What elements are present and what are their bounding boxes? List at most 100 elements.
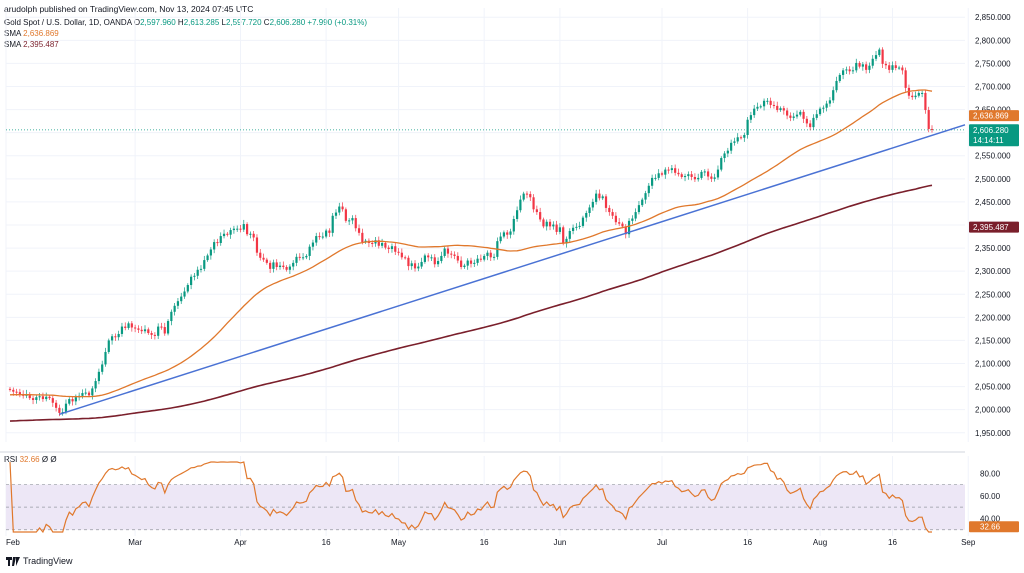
high-key: H <box>177 18 184 27</box>
time-tick-label: Mar <box>128 538 142 547</box>
candle-body <box>858 62 861 67</box>
candle-body <box>417 266 420 269</box>
candle-body <box>101 364 104 372</box>
candle-body <box>140 329 143 332</box>
price-tick-label: 2,700.000 <box>975 82 1011 91</box>
candle-body <box>120 326 124 334</box>
candle-body <box>410 263 413 267</box>
candle-body <box>94 381 97 389</box>
sma200-badge: 2,395.487 <box>973 223 1009 232</box>
candle-body <box>680 174 683 177</box>
candle-body <box>891 65 894 70</box>
candle-body <box>245 224 249 235</box>
price-tick-label: 2,850.000 <box>975 13 1011 22</box>
candle-body <box>130 323 133 328</box>
candle-body <box>15 391 18 393</box>
candle-body <box>838 74 841 81</box>
candle-body <box>8 388 12 390</box>
candle-body <box>618 222 621 224</box>
candle-body <box>427 255 430 258</box>
candle-body <box>677 172 680 175</box>
candle-body <box>545 221 548 227</box>
rsi-legend: RSI 32.66 Ø Ø <box>4 455 57 465</box>
candle-body <box>87 392 91 396</box>
candle-body <box>344 209 347 221</box>
candle-body <box>143 329 147 332</box>
candle-body <box>58 407 61 413</box>
candle-body <box>183 291 186 297</box>
candle-body <box>828 100 832 104</box>
candle-body <box>278 265 282 268</box>
candle-body <box>743 134 746 138</box>
price-tick-label: 1,950.000 <box>975 429 1011 438</box>
price-tick-label: 2,750.000 <box>975 59 1011 68</box>
candle-body <box>423 255 426 262</box>
candle-body <box>700 171 703 178</box>
candle-body <box>874 55 878 59</box>
candle-body <box>631 218 634 221</box>
candle-body <box>878 49 881 56</box>
candle-body <box>232 228 236 231</box>
price-tick-label: 2,050.000 <box>975 383 1011 392</box>
symbol-legend: Gold Spot / U.S. Dollar, 1D, OANDA O2,59… <box>4 18 367 28</box>
price-tick-label: 2,450.000 <box>975 198 1011 207</box>
candle-body <box>634 212 637 219</box>
candle-body <box>285 267 288 270</box>
candle-body <box>311 242 315 247</box>
time-tick-label: Aug <box>813 538 827 547</box>
price-tick-label: 2,000.000 <box>975 406 1011 415</box>
candle-body <box>911 95 914 98</box>
candle-body <box>657 173 660 178</box>
candle-body <box>384 243 387 248</box>
candle-body <box>894 65 897 69</box>
candle-body <box>733 141 736 143</box>
candle-body <box>667 169 670 171</box>
candle-body <box>31 398 35 400</box>
candle-body <box>173 305 176 312</box>
candle-body <box>318 236 321 238</box>
candle-body <box>288 266 291 270</box>
candle-body <box>127 323 130 328</box>
candle-body <box>301 257 305 259</box>
candle-body <box>525 193 529 195</box>
rsi-badge-bg <box>969 521 1019 533</box>
candle-body <box>486 252 489 256</box>
tradingview-logo-icon <box>6 556 20 566</box>
candle-body <box>555 224 558 232</box>
sma200-line <box>9 184 933 422</box>
candle-body <box>262 257 265 260</box>
candle-body <box>815 114 818 118</box>
candle-body <box>571 227 575 232</box>
time-tick-label: 16 <box>888 538 897 547</box>
candle-body <box>713 177 716 179</box>
tradingview-footer: TradingView <box>6 556 73 566</box>
high-value: 2,613.285 <box>183 18 220 27</box>
candle-body <box>759 106 762 108</box>
candle-body <box>499 236 502 242</box>
candle-body <box>390 246 394 250</box>
candle-body <box>436 261 440 265</box>
candle-body <box>848 69 851 72</box>
candle-body <box>74 397 77 402</box>
price-badge-bg <box>969 124 1019 147</box>
candle-body <box>884 63 887 66</box>
candle-body <box>660 173 664 175</box>
candle-body <box>380 243 384 246</box>
candle-body <box>578 225 581 227</box>
candle-body <box>855 62 858 71</box>
candle-body <box>888 65 891 70</box>
candle-body <box>147 329 150 334</box>
candle-body <box>45 396 48 400</box>
candle-body <box>825 103 828 108</box>
candle-body <box>483 255 486 260</box>
close-key: C <box>263 18 270 27</box>
candle-body <box>529 194 532 198</box>
candle-body <box>726 150 729 154</box>
candle-body <box>134 327 137 329</box>
candle-body <box>160 326 163 328</box>
time-tick-label: May <box>391 538 406 547</box>
candle-body <box>562 227 565 244</box>
candle-body <box>818 108 822 115</box>
candle-body <box>308 246 311 256</box>
